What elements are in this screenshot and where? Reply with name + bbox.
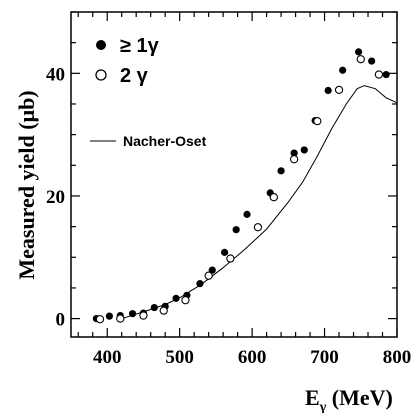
point-1gamma xyxy=(300,146,308,154)
y-tick-label: 0 xyxy=(56,310,66,331)
x-tick-label: 700 xyxy=(310,347,339,368)
point-1gamma xyxy=(382,70,390,79)
legend-marker-filled-circle xyxy=(96,40,106,50)
point-1gamma xyxy=(150,303,158,312)
y-axis-label: Measured yield (μb) xyxy=(14,90,39,279)
point-2gamma xyxy=(159,306,168,315)
point-2gamma xyxy=(289,155,299,164)
x-axis-label-sub: γ xyxy=(319,400,327,413)
point-1gamma xyxy=(243,210,251,218)
point-2gamma xyxy=(226,254,235,263)
point-2gamma xyxy=(269,193,278,202)
point-2gamma xyxy=(253,223,263,232)
axis-ticks xyxy=(71,11,398,337)
x-axis-label: Eγ (MeV) xyxy=(305,385,393,413)
legend-label-1gamma: ≥ 1γ xyxy=(120,35,160,57)
point-1gamma xyxy=(324,86,332,95)
point-2gamma xyxy=(334,85,344,95)
legend: ≥ 1γ 2 γ Nacher-Oset xyxy=(90,35,207,149)
point-1gamma xyxy=(128,310,137,318)
x-axis-label-main: E xyxy=(305,385,320,410)
point-1gamma xyxy=(220,248,229,256)
point-2gamma xyxy=(356,55,365,64)
plot-frame xyxy=(70,11,398,338)
legend-label-2gamma: 2 γ xyxy=(120,65,149,87)
point-2gamma xyxy=(374,70,384,79)
point-2gamma xyxy=(204,271,213,280)
axis-tick-labels: 400 500 600 700 800 0 20 40 xyxy=(46,64,411,368)
point-2gamma xyxy=(313,117,322,126)
point-2gamma xyxy=(181,296,190,305)
x-tick-label: 400 xyxy=(93,347,122,368)
point-1gamma xyxy=(368,57,376,65)
y-tick-label: 40 xyxy=(46,64,65,85)
point-1gamma xyxy=(339,66,347,74)
point-1gamma xyxy=(355,48,363,56)
legend-label-nacher-oset: Nacher-Oset xyxy=(123,133,207,149)
point-2gamma xyxy=(116,314,125,323)
model-curve-layer xyxy=(121,85,398,320)
point-1gamma xyxy=(196,280,204,288)
nacher-oset-curve xyxy=(121,85,398,320)
point-1gamma xyxy=(232,226,240,234)
x-axis-label-unit: (MeV) xyxy=(326,385,393,410)
y-tick-label: 20 xyxy=(46,187,65,208)
point-2gamma xyxy=(95,315,105,324)
point-2gamma xyxy=(139,311,148,320)
point-1gamma xyxy=(277,167,285,175)
axes-box xyxy=(70,11,398,338)
x-tick-label: 800 xyxy=(383,347,412,368)
point-1gamma xyxy=(290,149,298,157)
x-tick-label: 600 xyxy=(238,347,267,368)
x-tick-label: 500 xyxy=(165,347,194,368)
point-1gamma xyxy=(105,312,113,320)
legend-marker-open-circle xyxy=(95,69,107,81)
data-markers-layer xyxy=(92,48,390,324)
point-1gamma xyxy=(172,294,180,302)
